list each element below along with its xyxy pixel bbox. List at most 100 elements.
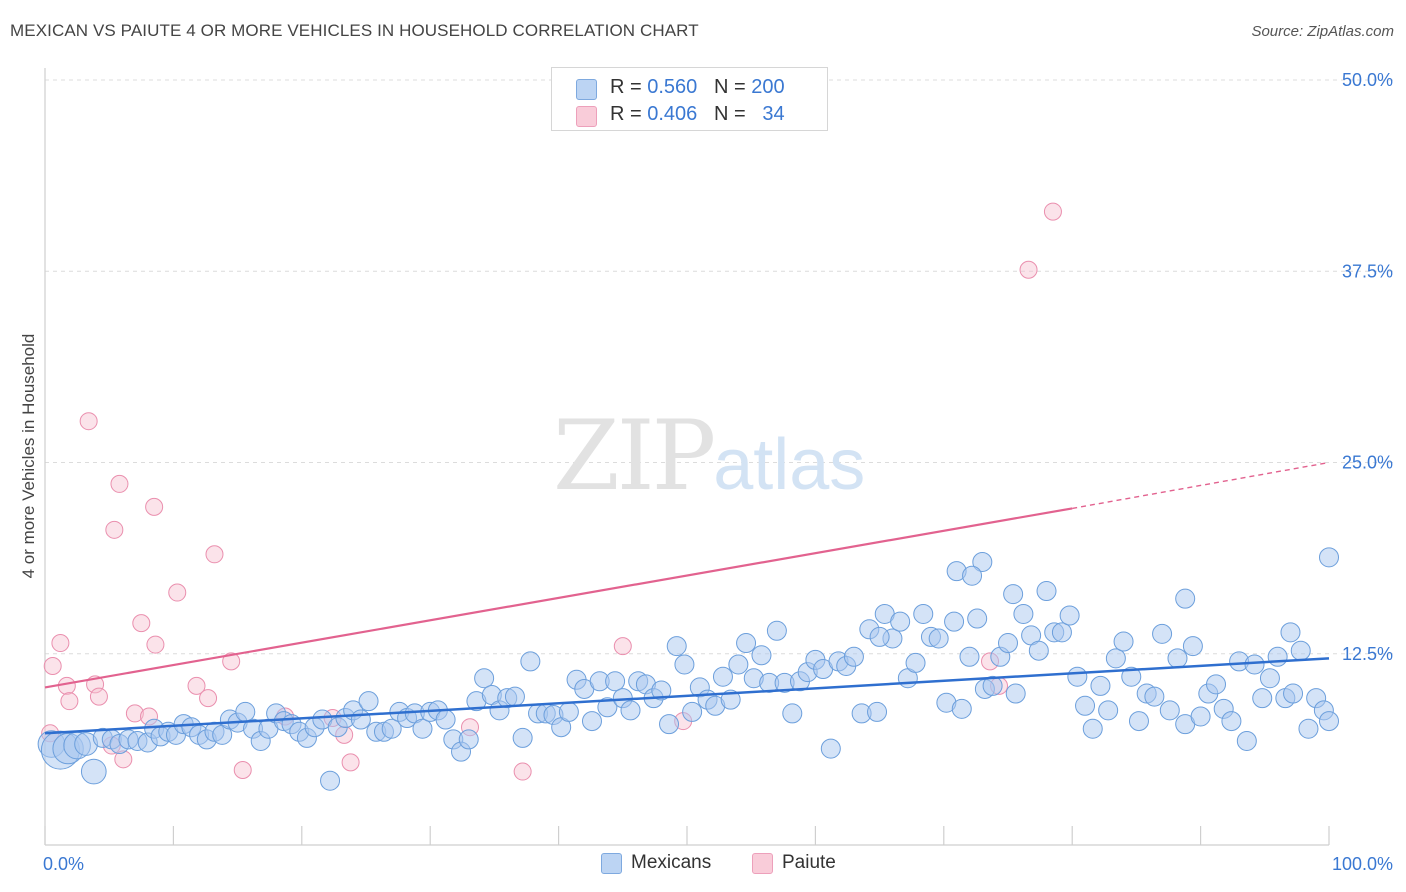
tick-labels: 12.5% 25.0% 37.5% 50.0% 0.0% 100.0% [43,70,1393,874]
mexicans-point [235,701,256,722]
mexicans-point [1003,584,1024,605]
mexicans-point [820,738,841,759]
mexicans-point [1098,700,1119,721]
mexicans-point [1028,640,1049,661]
mexicans-point [1051,622,1072,643]
mexicans-point [581,711,602,732]
paiute-point [57,676,76,695]
paiute-point [613,637,632,656]
mexicans-point [905,652,926,673]
mexicans-point [1236,730,1257,751]
mexicans-point [720,689,741,710]
paiute-point [145,497,164,516]
mexicans-point [558,701,579,722]
mexicans-point [967,608,988,629]
paiute-point [132,614,151,633]
legend-n-value: 34 [751,103,785,125]
mexicans-point [869,626,890,647]
mexicans-point [728,654,749,675]
mexicans-point [1244,654,1265,675]
mexicans-point [1005,683,1026,704]
mexicans-point [682,701,703,722]
watermark-atlas: atlas [713,425,866,505]
paiute-points [41,202,1062,781]
x-tick-label: 0.0% [43,854,84,874]
mexicans-point [1259,668,1280,689]
paiute-point [51,634,70,653]
x-tick-label: 100.0% [1332,854,1393,874]
mexicans-point [435,709,456,730]
y-tick-label: 50.0% [1342,70,1393,90]
paiute-point [1043,202,1062,221]
mexicans-point [712,666,733,687]
paiute-point [222,652,241,671]
legend-r-value: 0.406 [647,103,698,125]
mexicans-point [80,758,107,785]
mexicans-point [913,603,934,624]
mexicans-point [504,686,525,707]
paiute-point [146,635,165,654]
mexicans-point [1319,547,1339,568]
chart-title: MEXICAN VS PAIUTE 4 OR MORE VEHICLES IN … [10,21,699,40]
bottom-legend-swatch-paiute [752,853,773,874]
bottom-legend-label: Paiute [782,852,836,873]
mexicans-point [412,718,433,739]
mexicans-point [736,633,757,654]
paiute-point [187,676,206,695]
mexicans-point [1267,646,1288,667]
mexicans-point [1075,695,1096,716]
source-label: Source: ZipAtlas.com [1251,23,1394,40]
mexicans-point [998,633,1018,654]
mexicans-point [1298,718,1319,739]
legend-r-value: 0.560 [647,76,698,98]
trend-lines [44,461,1330,735]
mexicans-point [1283,683,1304,704]
mexicans-point [1067,666,1088,687]
mexicans-point [944,611,965,632]
paiute-trend-line [44,507,1073,689]
mexicans-point [1013,603,1034,624]
paiute-point [105,520,124,539]
mexicans-point [512,727,533,748]
legend-row-mexicans: R = 0.560 N = 200 [576,76,785,102]
mexicans-point [867,701,888,722]
paiute-point [79,412,98,431]
paiute-point [513,762,532,781]
bottom-legend-label: Mexicans [631,852,712,873]
mexicans-point [320,770,341,791]
legend-row-paiute: R = 0.406 N = 34 [576,103,785,129]
mexicans-point [1159,700,1180,721]
mexicans-point [620,700,641,721]
paiute-point [43,656,62,675]
mexicans-point [474,668,495,689]
legend-swatch-mexicans [576,79,597,100]
bottom-legend-swatch-mexicans [601,853,622,874]
paiute-point [233,761,252,780]
mexicans-point [350,709,371,730]
mexicans-point [751,645,772,666]
paiute-point [60,692,79,711]
mexicans-point [1144,686,1165,707]
legend-n-value: 200 [751,76,785,98]
paiute-point [205,545,224,564]
y-axis-label: 4 or more Vehicles in Household [19,334,38,579]
paiute-point [89,687,108,706]
gridlines [45,79,1395,655]
mexicans-point [651,680,672,701]
mexicans-point [890,611,911,632]
mexicans-point [1059,605,1080,626]
mexicans-point [1128,711,1149,732]
mexicans-point [381,718,402,739]
mexicans-point [928,628,949,649]
mexicans-point [1252,688,1273,709]
legend-r-label: R = [610,76,648,98]
legend-n-label: N = [713,103,752,125]
legend-swatch-paiute [576,106,597,127]
mexicans-point [1221,711,1242,732]
mexicans-trend-line [44,657,1330,735]
mexicans-point [843,646,864,667]
paiute-point [168,583,187,602]
mexicans-point [1206,674,1227,695]
mexicans-point [962,565,983,586]
